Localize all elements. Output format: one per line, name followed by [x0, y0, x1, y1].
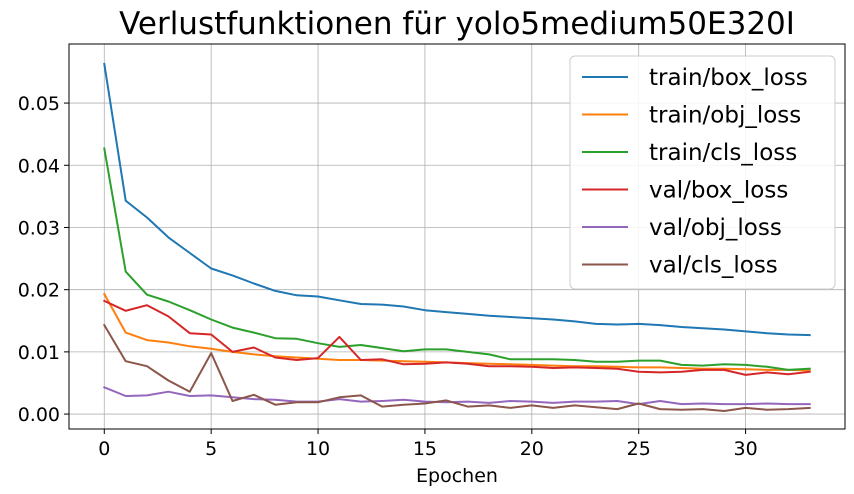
series-line-val-obj-loss [102, 385, 811, 406]
series-line-val-cls-loss [102, 323, 811, 412]
x-axis-title: Epochen [416, 465, 498, 487]
legend-label: val/cls_loss [649, 253, 778, 279]
y-tick-label: 0.03 [18, 217, 60, 239]
series-line-val-box-loss [102, 299, 811, 376]
x-tick-label: 10 [306, 438, 330, 460]
legend-label: val/obj_loss [649, 215, 782, 241]
y-tick-label: 0.00 [18, 404, 60, 426]
x-tick-label: 20 [520, 438, 544, 460]
legend-label: train/box_loss [649, 65, 808, 91]
y-tick-label: 0.02 [18, 280, 60, 302]
x-tick-label: 5 [205, 438, 217, 460]
chart-title: Verlustfunktionen für yolo5medium50E320I [119, 6, 795, 42]
ticks: 0 5 10 15 20 25 30 0.00 0.01 0.02 0.03 0.04 0.05 [18, 93, 758, 460]
y-tick-label: 0.01 [18, 342, 60, 364]
x-tick-label: 25 [627, 438, 651, 460]
x-tick-label: 30 [734, 438, 758, 460]
plot-frame [68, 43, 846, 430]
x-tick-label: 0 [98, 438, 110, 460]
legend-label: val/box_loss [649, 178, 788, 204]
series-line-train-cls-loss [103, 147, 811, 371]
legend-label: train/cls_loss [649, 140, 797, 166]
x-tick-label: 15 [413, 438, 437, 460]
series-line-train-box-loss [103, 62, 811, 337]
legend-label: train/obj_loss [649, 103, 801, 129]
legend-box [569, 55, 836, 290]
series-lines [102, 62, 811, 412]
y-tick-label: 0.05 [18, 93, 60, 115]
legend: train/box_loss train/obj_loss train/cls_lo… [569, 55, 836, 290]
y-tick-label: 0.04 [18, 155, 60, 177]
